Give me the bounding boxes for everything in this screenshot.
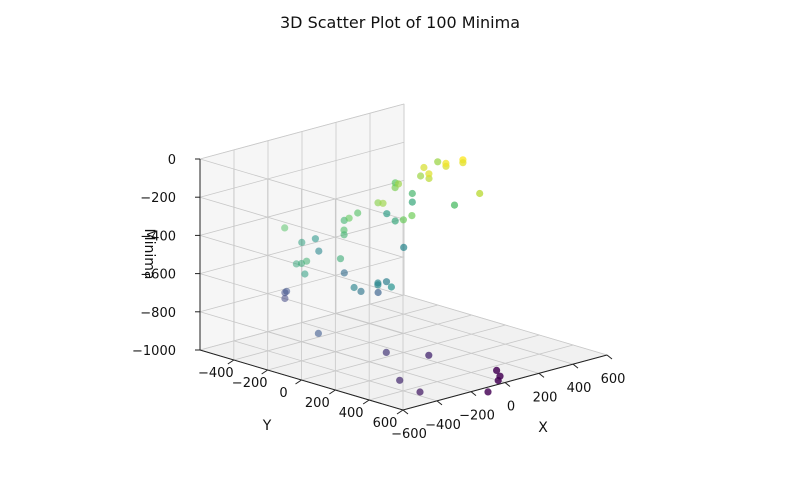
chart-title: 3D Scatter Plot of 100 Minima [280, 13, 520, 32]
data-point [314, 329, 322, 337]
data-point [408, 212, 416, 220]
tick-marks: 6004002000−200−400−600−400−2000200400600… [132, 153, 625, 442]
tick-mark [329, 389, 336, 395]
tick-mark [504, 382, 511, 387]
data-point [383, 210, 391, 218]
tick-mark [362, 399, 370, 405]
grid-line [199, 256, 405, 313]
data-point [434, 158, 442, 166]
data-point [442, 159, 450, 167]
data-point [496, 372, 504, 380]
grid-line [199, 294, 405, 351]
x-tick-label: −600 [391, 427, 427, 442]
data-point [281, 294, 289, 303]
tick-mark [606, 354, 613, 360]
grid-line [199, 103, 405, 160]
data-point [408, 198, 416, 206]
data-point [396, 376, 404, 384]
grid-line [199, 180, 405, 236]
tick-mark [538, 372, 545, 378]
tick-mark [402, 409, 409, 415]
data-point [311, 235, 319, 243]
x-tick-label: 200 [533, 390, 558, 405]
grid-line [199, 218, 405, 274]
data-point [484, 388, 492, 396]
x-axis-label: X [538, 420, 548, 436]
data-point [357, 287, 365, 295]
data-point [301, 270, 309, 278]
y-axis-label: Y [262, 418, 272, 434]
data-point [340, 231, 348, 239]
grid-line [199, 273, 404, 334]
data-point [417, 172, 425, 180]
z-tick-label: 0 [168, 153, 176, 168]
x-tick-label: −200 [459, 409, 495, 424]
data-point [399, 216, 407, 224]
data-points [281, 156, 504, 396]
tick-mark [295, 379, 302, 385]
grid-line [199, 158, 404, 220]
data-point [283, 287, 291, 295]
z-tick-label: −200 [140, 191, 176, 206]
grid-line [199, 311, 404, 373]
x-tick-label: 600 [601, 372, 626, 387]
data-point [340, 269, 348, 277]
x-tick-label: 0 [507, 400, 515, 415]
data-point [425, 170, 433, 178]
data-point [387, 283, 395, 291]
tick-mark [572, 363, 579, 369]
tick-mark [470, 391, 477, 397]
data-point [350, 283, 358, 292]
data-point [450, 201, 459, 209]
data-point [425, 351, 433, 359]
z-axis-label: Minima [141, 229, 157, 280]
z-tick-label: −400 [140, 229, 176, 244]
tick-mark [261, 369, 268, 375]
y-tick-label: 200 [305, 396, 330, 411]
data-point [281, 224, 289, 232]
data-point [315, 247, 323, 255]
data-point [382, 278, 391, 286]
data-point [303, 257, 311, 265]
z-tick-label: −1000 [132, 344, 176, 359]
grid-line [199, 141, 405, 198]
y-tick-label: 400 [339, 406, 364, 421]
y-tick-label: 0 [279, 386, 287, 401]
data-point [354, 209, 362, 217]
data-point [476, 189, 484, 198]
data-point [394, 180, 403, 188]
data-point [391, 217, 399, 225]
data-point [420, 163, 428, 172]
x-tick-label: −400 [425, 418, 461, 433]
z-tick-label: −600 [140, 268, 176, 283]
tick-mark [436, 400, 443, 406]
data-point [400, 243, 408, 251]
data-point [416, 388, 424, 396]
z-tick-label: −800 [140, 306, 176, 321]
data-point [493, 366, 501, 374]
data-point [382, 348, 390, 356]
grid-line [199, 196, 404, 258]
x-tick-label: 400 [567, 381, 592, 396]
tick-mark [396, 409, 404, 415]
data-point [459, 159, 467, 167]
y-tick-label: −400 [198, 366, 234, 381]
y-tick-label: 600 [373, 416, 398, 431]
data-point [374, 288, 382, 297]
data-point [379, 199, 387, 207]
data-point [336, 255, 345, 263]
data-point [374, 281, 382, 289]
data-point [408, 189, 416, 198]
data-point [345, 214, 353, 222]
y-tick-label: −200 [232, 376, 268, 391]
data-point [298, 238, 306, 246]
tick-mark [227, 359, 235, 365]
